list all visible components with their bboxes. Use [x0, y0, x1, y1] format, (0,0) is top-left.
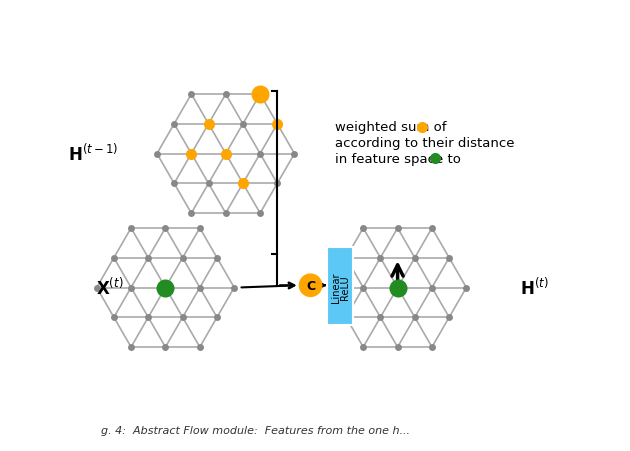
Text: ReLU: ReLU	[340, 275, 350, 299]
Text: according to their distance: according to their distance	[335, 137, 515, 150]
Text: C: C	[306, 279, 315, 292]
Text: weighted sum of: weighted sum of	[335, 121, 447, 134]
Text: g. 4:  Abstract Flow module:  Features from the one h...: g. 4: Abstract Flow module: Features fro…	[101, 425, 410, 435]
Circle shape	[299, 275, 322, 297]
Text: in feature space to: in feature space to	[335, 152, 461, 165]
Text: Linear: Linear	[331, 272, 341, 302]
Text: $\mathbf{X}^{(t)}$: $\mathbf{X}^{(t)}$	[96, 277, 124, 299]
Text: $\mathbf{H}^{(t)}$: $\mathbf{H}^{(t)}$	[520, 277, 549, 299]
Text: $\mathbf{H}^{(t-1)}$: $\mathbf{H}^{(t-1)}$	[68, 144, 118, 165]
Bar	[327, 248, 353, 326]
